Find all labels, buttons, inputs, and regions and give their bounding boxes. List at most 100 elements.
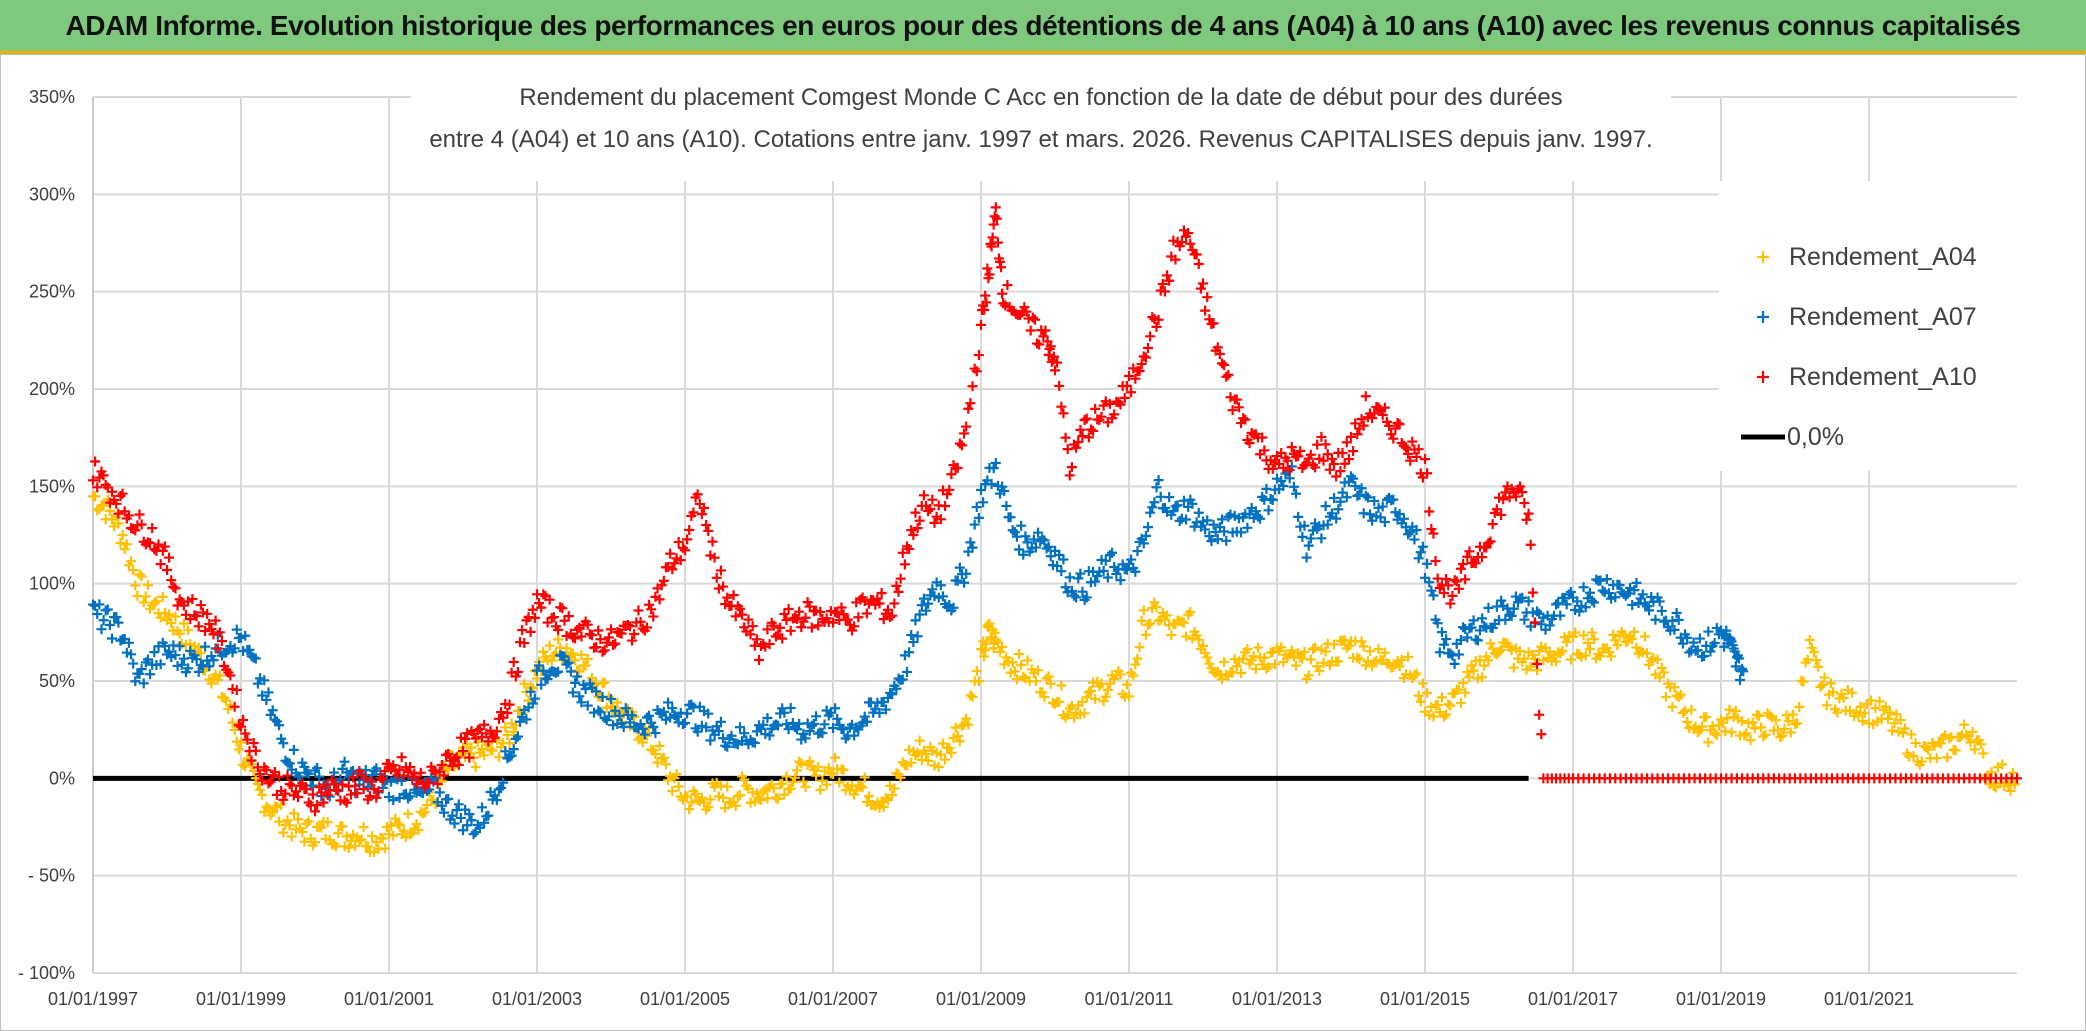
rendement-a07-point (1500, 614, 1511, 625)
rendement-a10-point (1451, 576, 1462, 587)
rendement-a04-point (1261, 663, 1272, 674)
rendement-a10-point (1529, 617, 1540, 628)
rendement-a10-point (828, 617, 838, 628)
rendement-a04-point (1620, 637, 1631, 648)
rendement-a04-point (1250, 663, 1261, 674)
rendement-a10-point (438, 770, 449, 781)
y-tick-label: - 50% (28, 866, 75, 886)
rendement-a10-point (284, 779, 295, 790)
rendement-a10-point (989, 211, 1000, 222)
rendement-a07-point (1348, 473, 1359, 484)
rendement-a07-point (1100, 555, 1111, 566)
rendement-a10-point (90, 456, 101, 467)
rendement-a10-point (576, 631, 587, 642)
rendement-a10-point (586, 630, 597, 641)
rendement-a04-point (282, 815, 293, 826)
rendement-a04-point (1838, 692, 1849, 703)
rendement-a07-point (783, 724, 794, 735)
rendement-a07-point (1293, 511, 1304, 522)
rendement-a04-point (1950, 745, 1961, 756)
rendement-a04-point (1677, 707, 1688, 718)
rendement-a04-point (178, 618, 189, 629)
rendement-a04-point (1785, 727, 1796, 738)
rendement-a04-point (798, 776, 809, 787)
rendement-a07-point (553, 666, 564, 677)
rendement-a07-point (1028, 534, 1039, 545)
rendement-a04-point (1658, 667, 1669, 678)
rendement-a04-point (1758, 731, 1769, 742)
rendement-a04-point (1751, 709, 1762, 720)
rendement-a07-point (536, 679, 547, 690)
rendement-a07-point (561, 659, 572, 670)
rendement-a04-point (950, 722, 961, 733)
rendement-a10-point (1532, 658, 1543, 669)
rendement-a04-point (227, 717, 238, 728)
rendement-a10-point (348, 772, 359, 783)
rendement-a04-point (1242, 644, 1253, 655)
rendement-a04-point (1238, 653, 1249, 664)
rendement-a04-point (1178, 617, 1189, 628)
rendement-a10-point (986, 241, 997, 252)
rendement-a07-point (1439, 639, 1450, 650)
rendement-a07-point (1426, 585, 1437, 596)
rendement-a07-point (449, 818, 460, 829)
rendement-a10-point (1259, 445, 1270, 456)
rendement-a10-point (815, 606, 826, 617)
rendement-a04-point (1102, 684, 1113, 695)
rendement-a07-point (1221, 535, 1232, 546)
rendement-a04-point (1369, 657, 1380, 668)
rendement-a10-point (838, 609, 849, 620)
rendement-a10-point (1491, 504, 1502, 515)
rendement-a04-point (777, 778, 788, 789)
rendement-a10-point (1208, 318, 1219, 329)
rendement-a04-point (1656, 662, 1667, 673)
rendement-a10-point (990, 202, 1001, 213)
rendement-a07-point (692, 726, 703, 737)
rendement-a07-point (1362, 492, 1373, 503)
rendement-a04-point (1965, 737, 1976, 748)
rendement-a04-point (1297, 653, 1308, 664)
rendement-a04-point (195, 648, 206, 659)
rendement-a07-point (1250, 506, 1261, 517)
rendement-a04-point (1897, 728, 1908, 739)
rendement-a07-point (200, 641, 211, 652)
rendement-a04-point (995, 646, 1006, 657)
rendement-a10-point (967, 381, 978, 392)
rendement-a04-point (1608, 629, 1619, 640)
rendement-a07-point (563, 657, 574, 668)
rendement-a10-point (314, 782, 325, 793)
rendement-a04-point (233, 744, 244, 755)
rendement-a10-point (1403, 448, 1414, 459)
rendement-a10-point (1238, 413, 1249, 424)
rendement-a10-point (1527, 587, 1538, 598)
rendement-a04-point (337, 821, 348, 832)
report-banner: ADAM Informe. Evolution historique des p… (0, 0, 2086, 54)
legend-item-0-0-: 0,0% (1741, 423, 1844, 451)
rendement-a07-point (491, 795, 502, 806)
rendement-a04-point (800, 781, 811, 792)
rendement-a10-point (1240, 414, 1251, 425)
rendement-a07-point (295, 771, 306, 782)
rendement-a10-point (832, 608, 843, 619)
rendement-a04-point (331, 841, 342, 852)
rendement-a04-point (1737, 716, 1748, 727)
rendement-a10-point (1217, 358, 1228, 369)
rendement-a07-point (1303, 540, 1314, 551)
rendement-a04-point (1696, 721, 1707, 732)
rendement-a04-point (1085, 686, 1096, 697)
rendement-a10-point (290, 786, 301, 797)
rendement-a04-point (1310, 642, 1321, 653)
rendement-a04-point (500, 722, 511, 733)
rendement-a10-point (1027, 312, 1038, 323)
rendement-a04-point (1411, 668, 1422, 679)
rendement-a04-point (796, 758, 807, 769)
rendement-a07-point (811, 711, 822, 722)
x-tick-label: 01/01/1999 (196, 989, 286, 1009)
rendement-a10-point (1356, 414, 1367, 425)
rendement-a07-point (806, 720, 817, 731)
rendement-a10-point (297, 778, 308, 789)
rendement-a10-point (1200, 305, 1211, 316)
rendement-a04-point (682, 791, 693, 802)
rendement-a04-point (1185, 606, 1196, 617)
rendement-a04-point (1358, 641, 1369, 652)
